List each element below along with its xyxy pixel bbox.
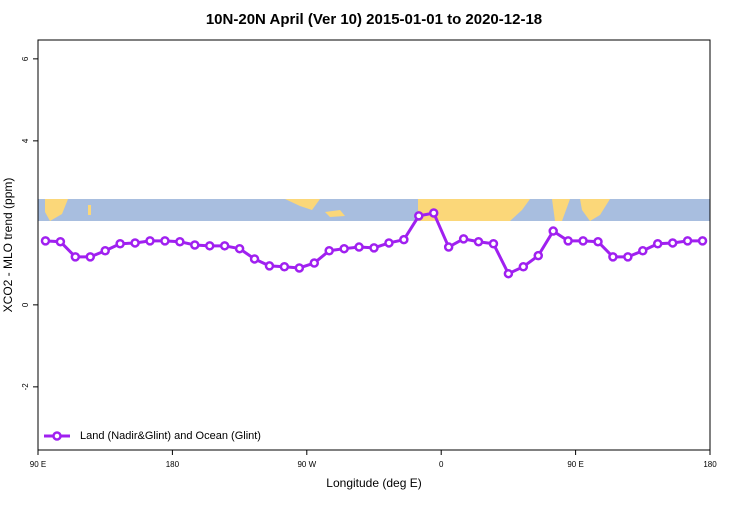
land <box>45 199 68 221</box>
point <box>130 238 140 248</box>
point <box>548 226 558 236</box>
point <box>667 238 678 248</box>
y-tick-label: -2 <box>21 383 30 391</box>
point <box>115 239 125 249</box>
x-tick-label: 0 <box>439 460 444 469</box>
chart-title: 10N-20N April (Ver 10) 2015-01-01 to 202… <box>206 11 542 28</box>
legend-label: Land (Nadir&Glint) and Ocean (Glint) <box>80 430 261 442</box>
land <box>580 199 610 221</box>
x-tick-label: 90 E <box>30 460 46 469</box>
point <box>85 252 96 262</box>
point <box>339 243 349 254</box>
y-tick-label: 0 <box>21 302 30 307</box>
land <box>552 199 570 221</box>
plot-frame <box>37 39 711 451</box>
point <box>175 236 185 247</box>
point <box>160 236 170 246</box>
y-axis-label: XCO2 - MLO trend (ppm) <box>1 178 15 313</box>
point <box>682 236 693 246</box>
land <box>285 199 320 210</box>
point <box>518 261 529 272</box>
point <box>623 252 633 262</box>
land <box>498 199 530 221</box>
point <box>145 236 155 246</box>
point <box>414 211 424 221</box>
point <box>443 242 454 252</box>
point <box>354 242 364 252</box>
point <box>697 236 708 246</box>
y-tick-label: 4 <box>21 138 30 143</box>
x-axis-label: Longitude (deg E) <box>326 476 421 490</box>
point <box>608 252 618 262</box>
point <box>190 240 200 250</box>
point <box>294 263 305 273</box>
y-tick-label: 6 <box>21 56 30 61</box>
point <box>369 243 379 253</box>
point <box>40 236 51 246</box>
point <box>593 236 603 247</box>
point <box>503 268 514 279</box>
point <box>219 241 230 251</box>
point <box>249 254 260 264</box>
legend-marker <box>52 431 62 441</box>
point <box>264 261 275 271</box>
point <box>428 208 439 218</box>
point <box>279 261 290 272</box>
point <box>70 252 81 262</box>
point <box>399 234 409 245</box>
x-tick-label: 180 <box>166 460 180 469</box>
point <box>473 236 484 247</box>
point <box>55 236 66 247</box>
x-tick-label: 180 <box>703 460 717 469</box>
point <box>652 239 663 249</box>
land <box>88 205 91 215</box>
x-tick-label: 90 E <box>567 460 583 469</box>
point <box>533 250 544 261</box>
point <box>458 234 469 244</box>
point <box>488 239 499 249</box>
point <box>638 245 648 256</box>
ocean-band <box>38 199 710 221</box>
point <box>563 236 573 246</box>
point <box>234 243 245 254</box>
point <box>324 245 334 256</box>
point <box>100 245 110 256</box>
x-tick-label: 90 W <box>297 460 316 469</box>
point <box>309 258 320 268</box>
point <box>578 236 588 246</box>
point <box>384 238 394 248</box>
land <box>325 210 345 217</box>
world-map-band <box>38 199 710 221</box>
point <box>204 241 215 251</box>
land <box>418 199 498 221</box>
